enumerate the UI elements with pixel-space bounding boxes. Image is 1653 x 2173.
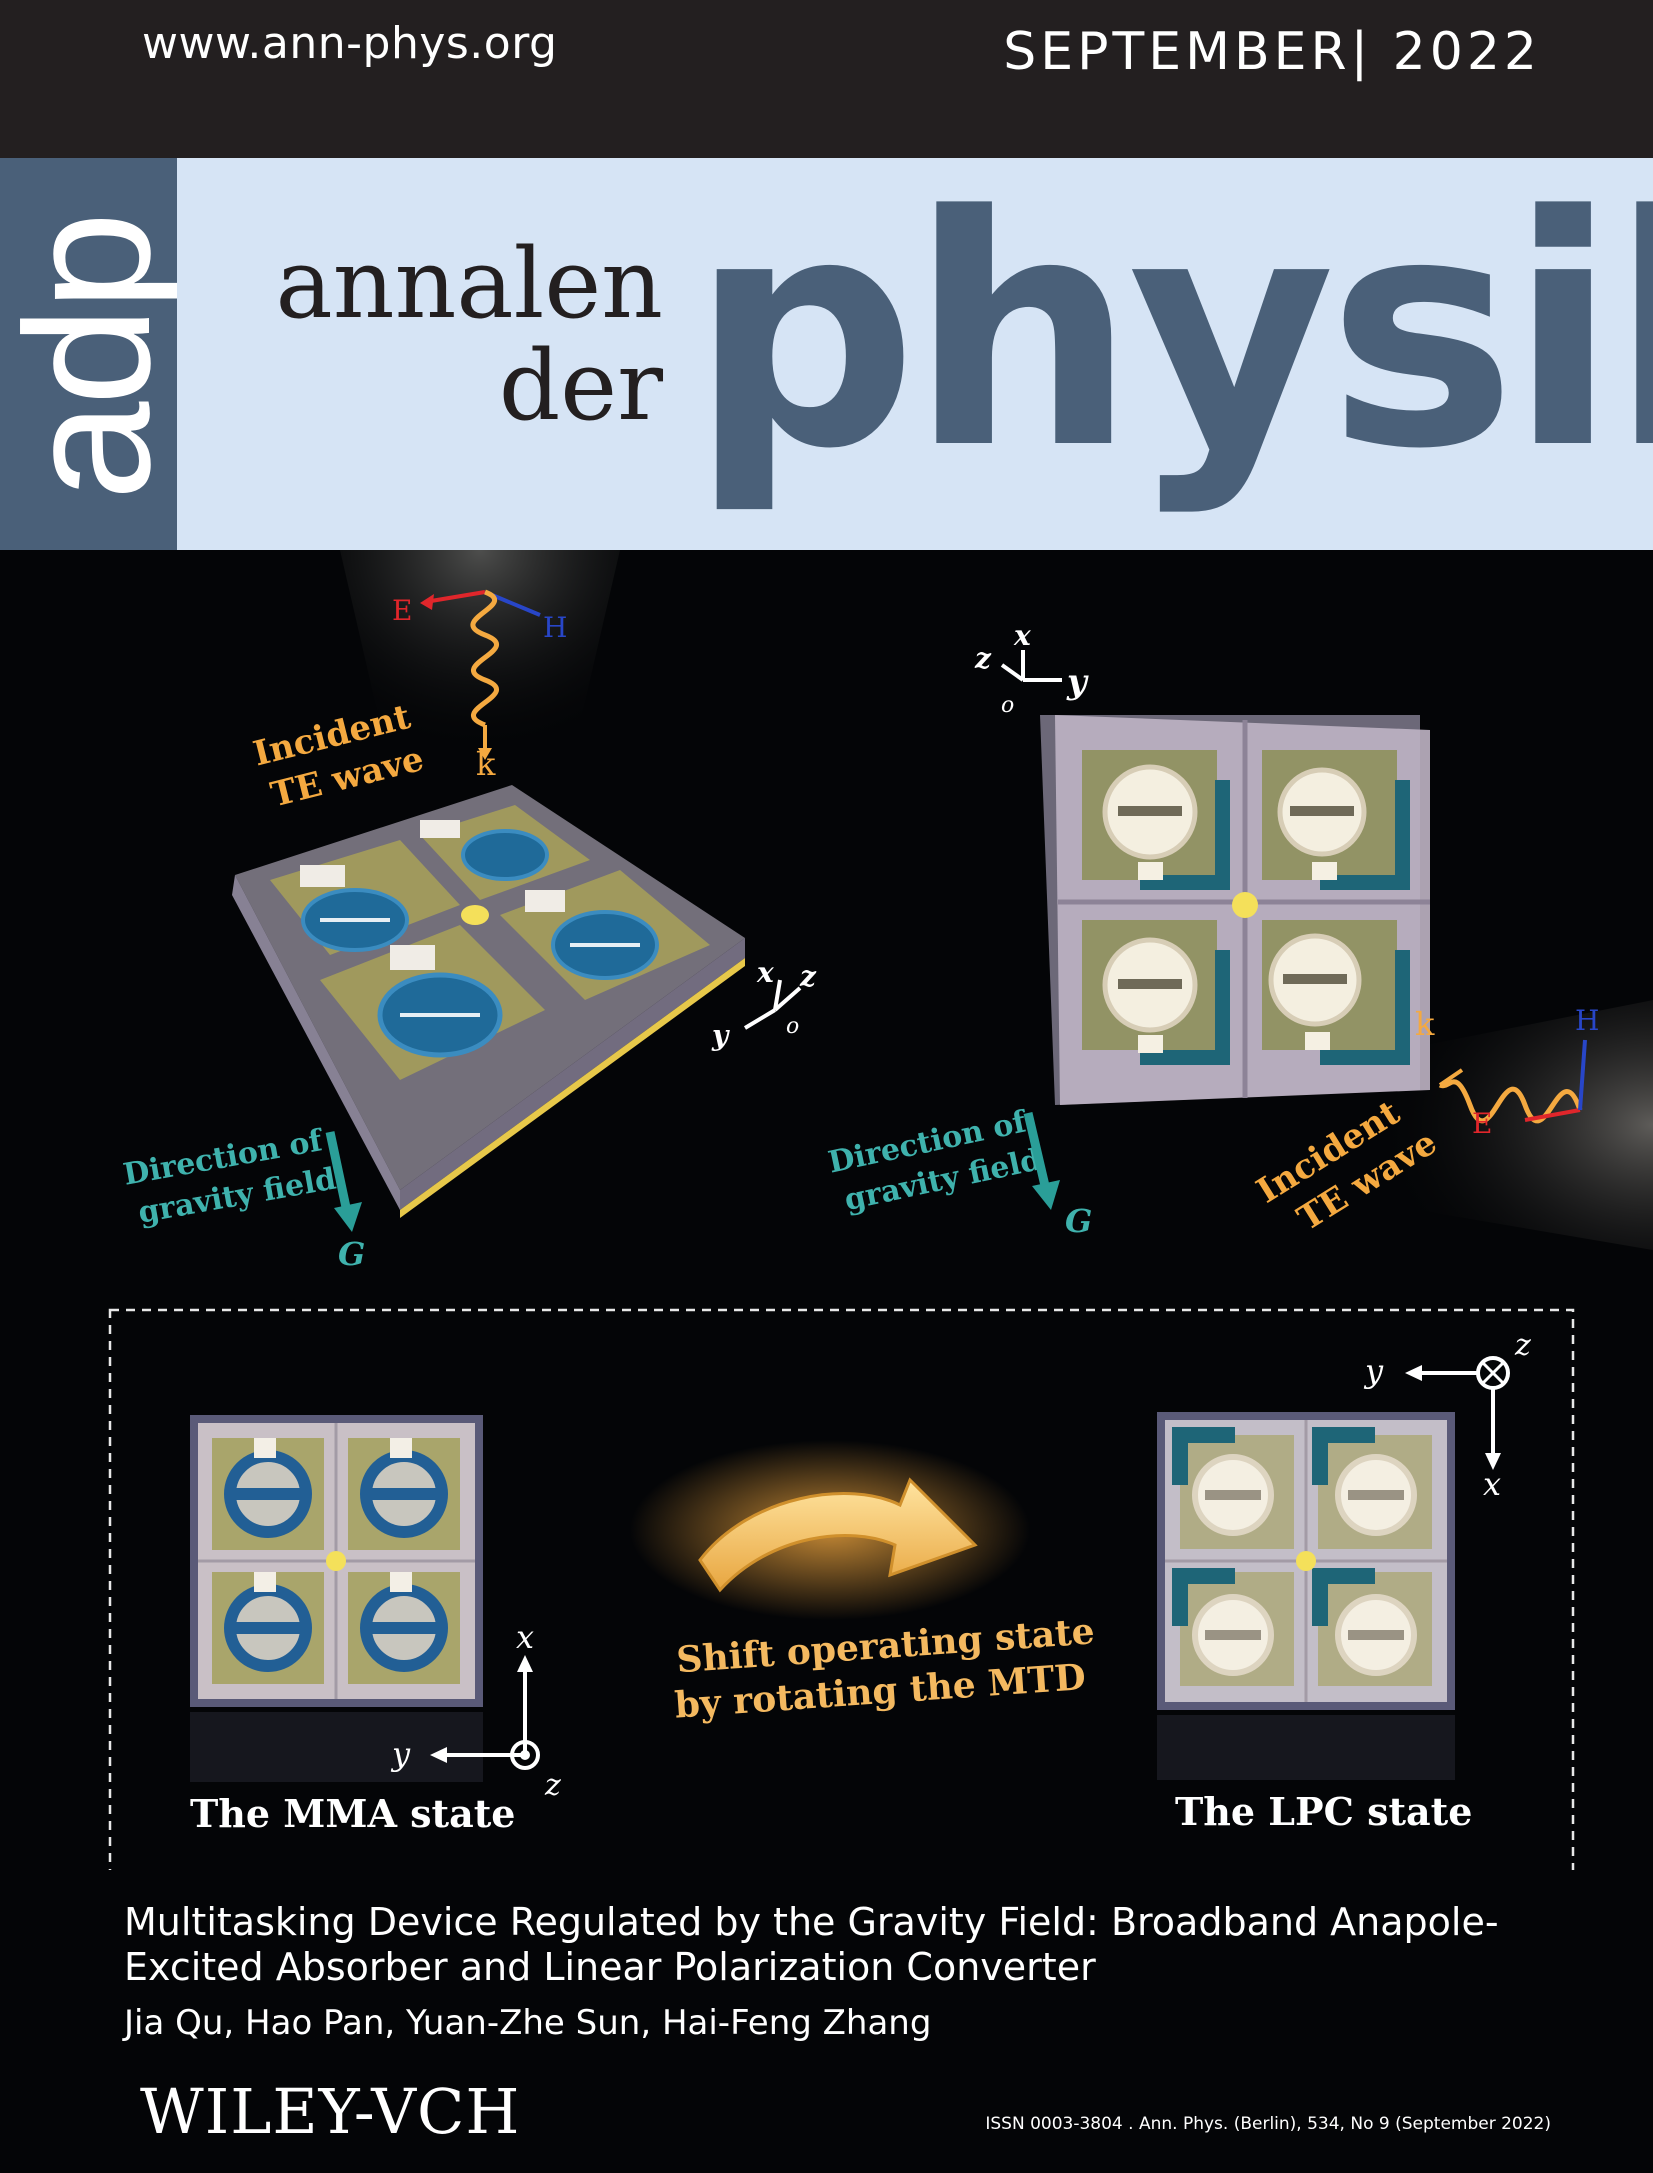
lpc-axis-x: x	[1483, 1465, 1501, 1503]
right-axis-x: x	[1013, 619, 1031, 652]
right-h-label: H	[1575, 1004, 1599, 1037]
left-gravity-arrow	[325, 1131, 362, 1232]
mma-axis-y: y	[390, 1735, 411, 1773]
left-e-label: E	[392, 594, 412, 627]
right-e-label: E	[1472, 1107, 1492, 1140]
left-wave	[420, 589, 541, 760]
right-axes	[1000, 650, 1062, 682]
issn-line: ISSN 0003-3804 . Ann. Phys. (Berlin), 53…	[985, 2114, 1551, 2134]
right-axis-o: o	[1001, 693, 1014, 718]
left-axis-o: o	[786, 1014, 799, 1039]
shift-arrow	[698, 1477, 978, 1593]
left-device	[232, 785, 745, 1218]
mma-device	[190, 1415, 483, 1782]
cover-illustration: E H k Incident TE wave x z y o Direction…	[0, 550, 1653, 1870]
adp-logo-block: adp	[0, 158, 177, 550]
cover-figure-svg: E H k Incident TE wave x z y o Direction…	[108, 550, 1653, 1870]
left-k-label: k	[476, 745, 496, 783]
mma-axis-x: x	[516, 1618, 534, 1656]
left-axes	[743, 979, 802, 1030]
right-g-label: G	[1065, 1202, 1092, 1240]
lpc-device	[1157, 1412, 1455, 1780]
right-device	[1040, 715, 1430, 1105]
left-axis-x: x	[756, 956, 774, 989]
right-axis-z: z	[974, 642, 992, 675]
mma-state-label: The MMA state	[190, 1791, 515, 1836]
mma-axis-z: z	[544, 1768, 561, 1803]
inset-frame	[108, 1308, 1575, 1870]
masthead-der: der	[498, 330, 663, 442]
adp-logo: adp	[0, 215, 177, 501]
journal-url[interactable]: www.ann-phys.org	[142, 18, 558, 69]
left-axis-z: z	[799, 960, 817, 993]
right-axis-y: y	[1066, 662, 1089, 702]
masthead-physik: physik	[690, 148, 1653, 518]
lpc-axis-y: y	[1363, 1352, 1384, 1390]
issue-date: SEPTEMBER| 2022	[1003, 22, 1541, 82]
lpc-state-label: The LPC state	[1175, 1789, 1472, 1834]
article-authors: Jia Qu, Hao Pan, Yuan-Zhe Sun, Hai-Feng …	[124, 2003, 932, 2043]
right-wave	[1438, 1039, 1587, 1124]
right-k-label: k	[1415, 1005, 1435, 1043]
article-title[interactable]: Multitasking Device Regulated by the Gra…	[124, 1900, 1499, 1989]
lpc-axis-z: z	[1514, 1328, 1531, 1363]
left-axis-y: y	[711, 1019, 730, 1052]
top-band: www.ann-phys.org SEPTEMBER| 2022	[0, 0, 1653, 158]
left-g-label: G	[338, 1235, 365, 1273]
right-gravity-arrow	[1023, 1111, 1060, 1210]
masthead-annalen: annalen	[275, 228, 663, 340]
left-h-label: H	[543, 611, 567, 644]
publisher-logo: WILEY-VCH	[140, 2075, 521, 2148]
masthead: adp annalen der physik	[0, 158, 1653, 550]
